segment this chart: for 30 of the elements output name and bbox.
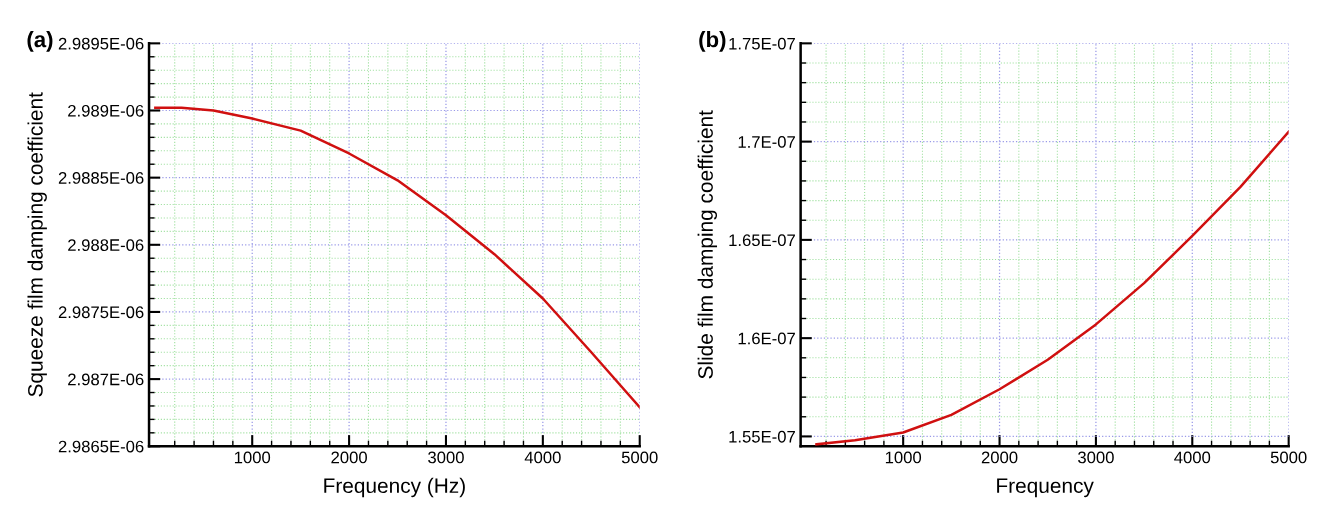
- x-tick-label: 1000: [234, 451, 271, 464]
- y-tick-label: 2.9865E-06: [58, 440, 144, 453]
- line-series: [154, 106, 640, 409]
- y-tick-label: 2.987E-06: [68, 373, 144, 386]
- x-tick-label: 3000: [1078, 451, 1114, 464]
- y-tick-label: 1.55E-07: [729, 430, 795, 443]
- y-axis-title: Squeeze film damping coefficient: [27, 92, 47, 397]
- x-axis-title: Frequency (Hz): [324, 477, 465, 498]
- y-tick-label: 1.6E-07: [738, 332, 795, 345]
- y-tick-label: 1.65E-07: [729, 234, 795, 247]
- x-tick-label: 4000: [524, 451, 561, 464]
- y-tick-label: 2.988E-06: [68, 239, 144, 251]
- x-tick-label: 1000: [885, 451, 922, 464]
- x-tick-label: 5000: [1270, 451, 1307, 464]
- y-axis-title: Slide film damping coefficient: [697, 110, 718, 379]
- x-axis-title: Frequency: [997, 478, 1094, 498]
- chart-title: (b): [699, 31, 726, 52]
- y-tick-label: 2.9895E-06: [58, 37, 144, 50]
- x-tick-label: 2000: [331, 451, 367, 464]
- y-tick-label: 2.989E-06: [68, 104, 144, 117]
- x-tick-label: 3000: [428, 451, 464, 464]
- y-tick-label: 2.9885E-06: [58, 172, 144, 184]
- y-tick-label: 1.75E-07: [729, 37, 795, 50]
- x-tick-label: 5000: [621, 451, 658, 464]
- y-tick-label: 1.7E-07: [738, 136, 795, 148]
- y-tick-label: 2.9875E-06: [58, 306, 144, 319]
- x-tick-label: 2000: [981, 451, 1018, 464]
- chart-title: (a): [27, 31, 53, 52]
- x-tick-label: 4000: [1174, 451, 1211, 464]
- line-series: [815, 130, 1289, 446]
